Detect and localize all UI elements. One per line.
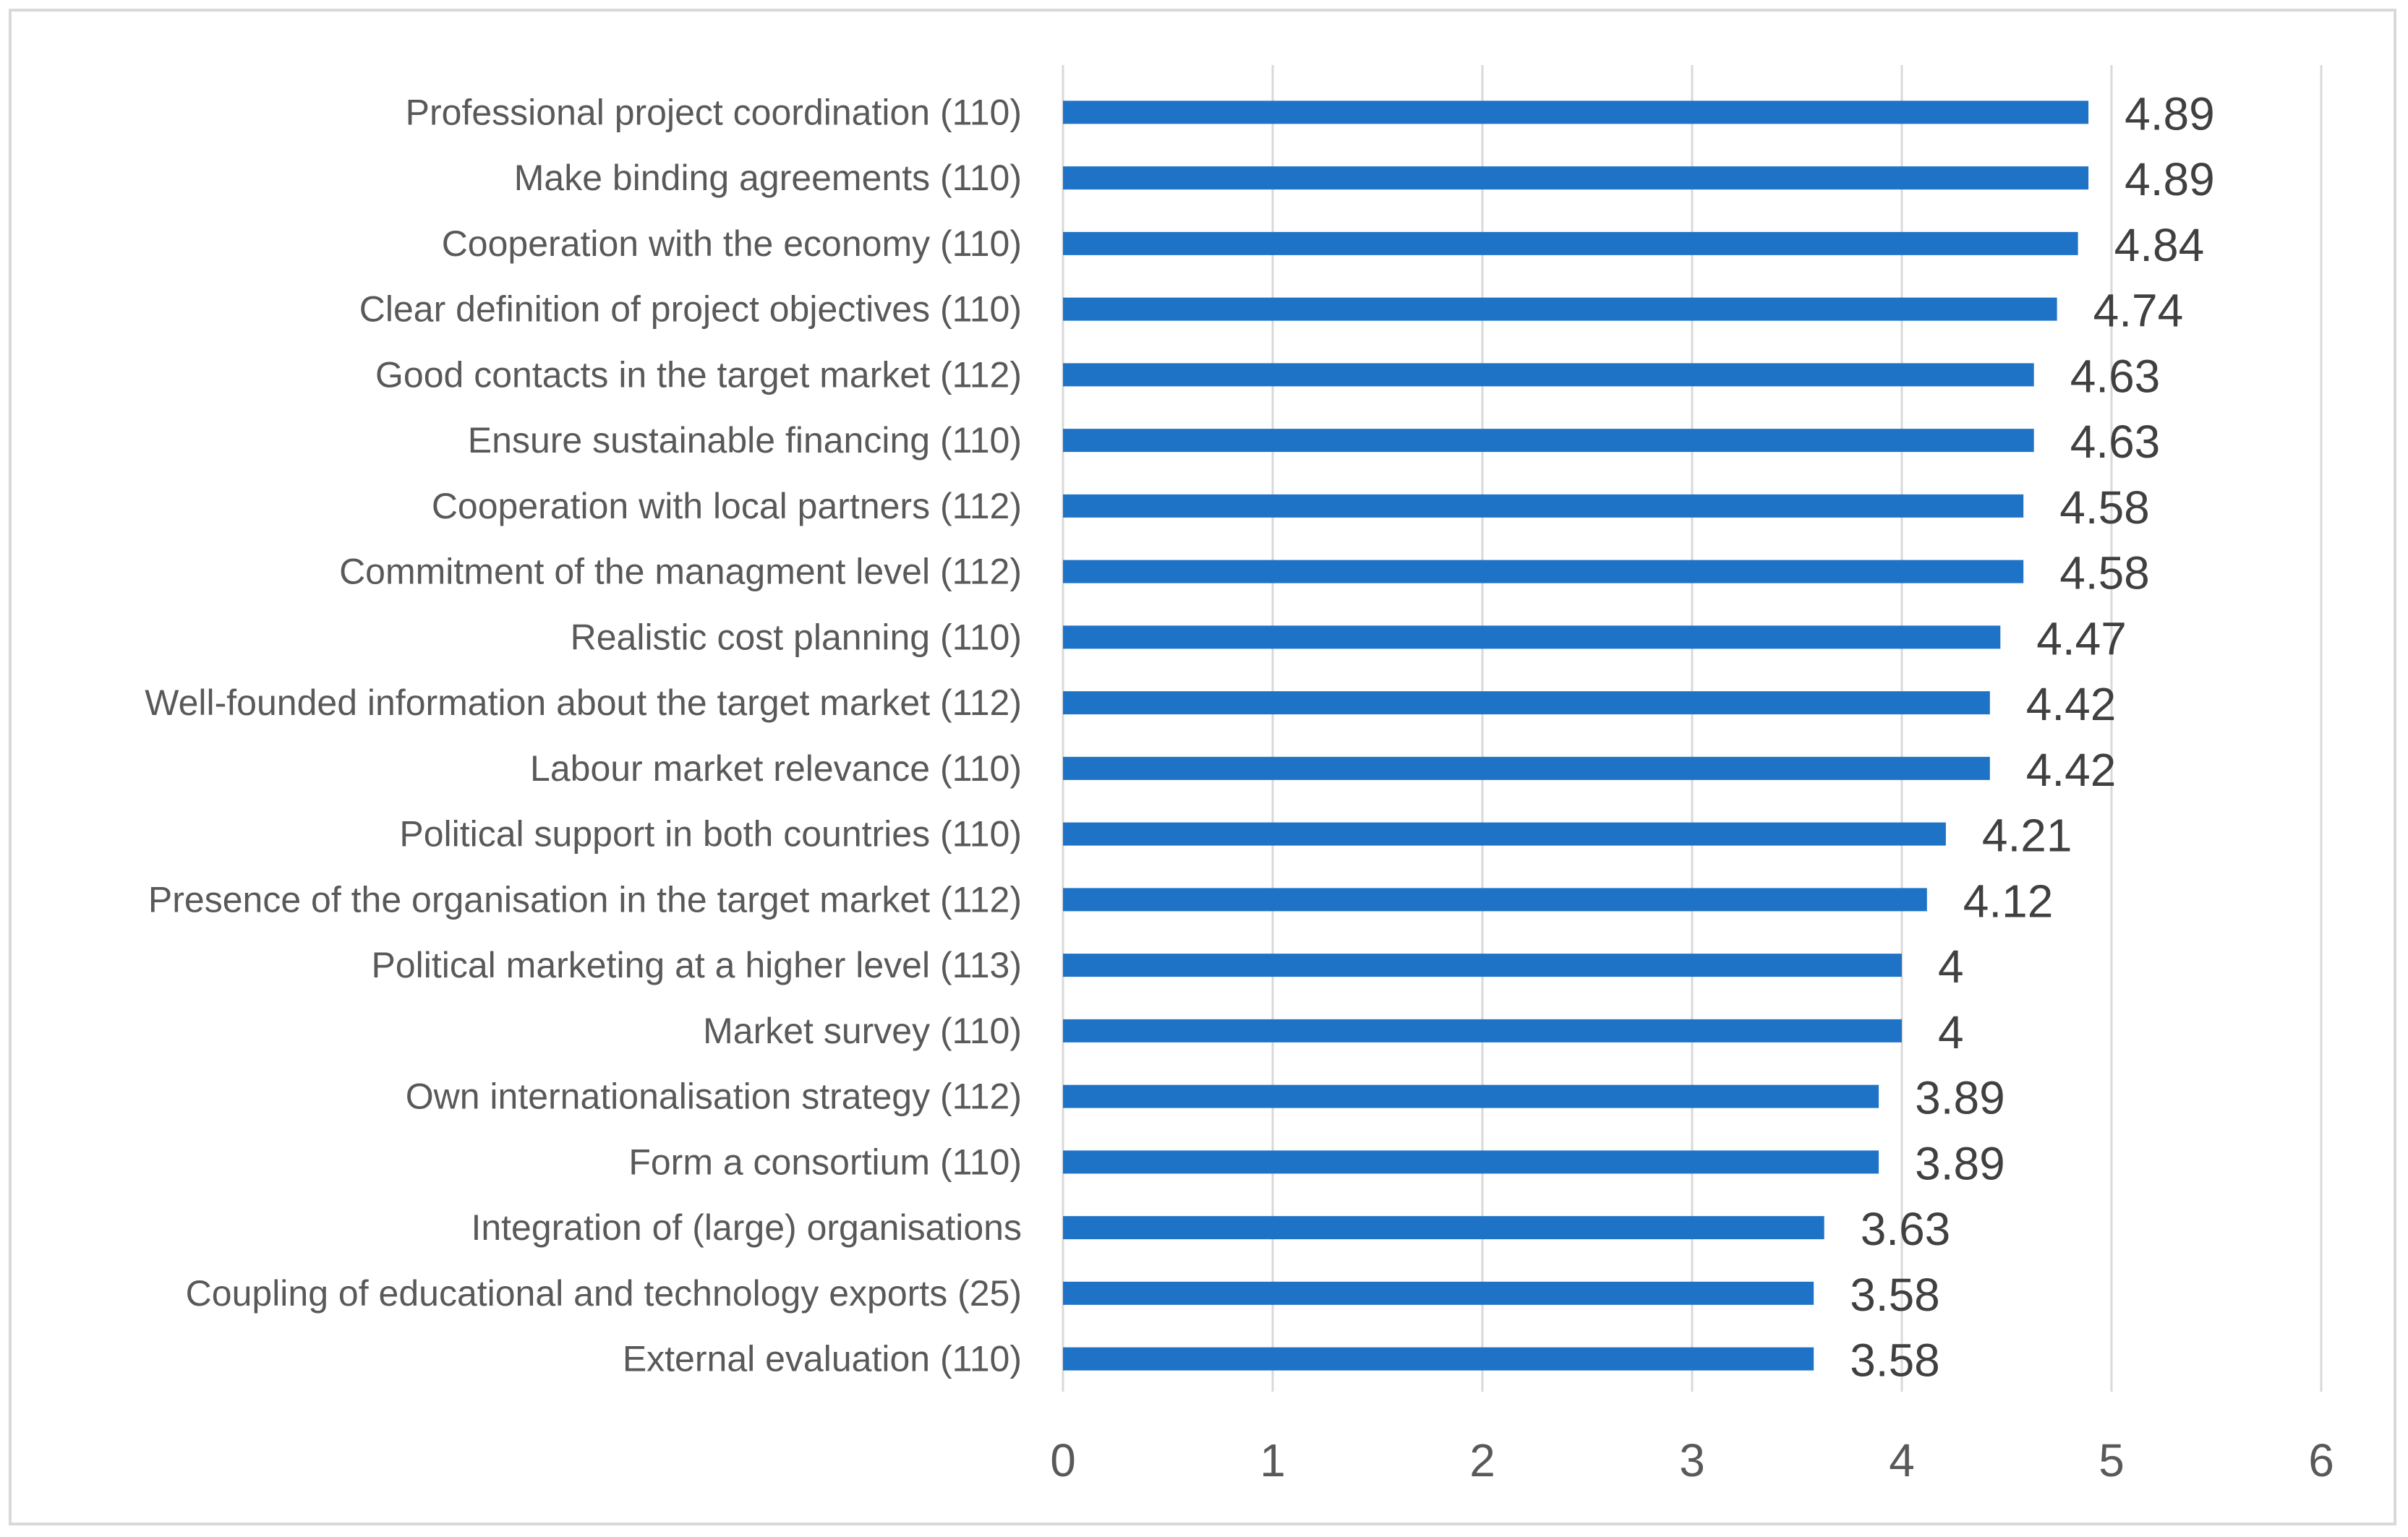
bar xyxy=(1063,231,2078,255)
bar xyxy=(1063,888,1927,912)
category-label: Professional project coordination (110) xyxy=(406,92,1022,132)
bar xyxy=(1063,1084,1879,1108)
bar xyxy=(1063,822,1946,846)
x-tick-label: 4 xyxy=(1889,1434,1915,1486)
x-tick-label: 5 xyxy=(2099,1434,2125,1486)
category-label: Coupling of educational and technology e… xyxy=(186,1273,1022,1314)
category-label: Integration of (large) organisations xyxy=(471,1207,1022,1248)
value-label: 4.89 xyxy=(2125,87,2215,140)
x-tick-label: 1 xyxy=(1260,1434,1286,1486)
x-tick-label: 2 xyxy=(1469,1434,1495,1486)
value-label: 3.58 xyxy=(1850,1269,1940,1321)
value-label: 4.58 xyxy=(2059,481,2150,534)
x-tick-label: 0 xyxy=(1050,1434,1076,1486)
value-label: 4 xyxy=(1938,941,1964,993)
value-label: 4.58 xyxy=(2059,547,2150,599)
category-label: Cooperation with local partners (112) xyxy=(432,486,1022,526)
bar xyxy=(1063,625,2001,649)
value-label: 4.63 xyxy=(2070,416,2161,468)
bar xyxy=(1063,1216,1824,1240)
category-label: Well-founded information about the targe… xyxy=(145,682,1022,723)
value-label: 3.63 xyxy=(1861,1203,1951,1255)
value-label: 4.63 xyxy=(2070,350,2161,402)
category-label: External evaluation (110) xyxy=(623,1339,1022,1379)
x-tick-label: 6 xyxy=(2308,1434,2334,1486)
x-axis-ticks: 0 1 2 3 4 5 6 xyxy=(1050,1434,2334,1486)
category-label: Commitment of the managment level (112) xyxy=(339,552,1022,592)
bar xyxy=(1063,429,2034,453)
value-label: 4.47 xyxy=(2036,612,2127,664)
category-label: Cooperation with the economy (110) xyxy=(442,223,1022,264)
bar xyxy=(1063,756,1990,780)
category-label: Political support in both countries (110… xyxy=(399,814,1022,855)
bar xyxy=(1063,1281,1814,1305)
bar xyxy=(1063,166,2089,190)
bar xyxy=(1063,691,1990,715)
category-label: Labour market relevance (110) xyxy=(530,748,1022,789)
category-label: Good contacts in the target market (112) xyxy=(375,354,1022,395)
category-label: Form a consortium (110) xyxy=(628,1142,1022,1182)
bar xyxy=(1063,100,2089,124)
bars xyxy=(1063,100,2089,1371)
value-labels: 4.89 4.89 4.84 4.74 4.63 4.63 4.58 4.58 4.47 4.42… xyxy=(1850,87,2214,1386)
value-label: 3.58 xyxy=(1850,1335,1940,1387)
value-label: 3.89 xyxy=(1915,1137,2005,1189)
category-labels: Professional project coordination (110) M… xyxy=(145,92,1022,1379)
bar xyxy=(1063,297,2057,321)
category-label: Own internationalisation strategy (112) xyxy=(406,1076,1022,1117)
value-label: 4.21 xyxy=(1982,810,2072,862)
value-label: 4.12 xyxy=(1963,875,2054,927)
category-label: Political marketing at a higher level (1… xyxy=(371,945,1022,985)
value-label: 4.89 xyxy=(2125,153,2215,205)
bar xyxy=(1063,1019,1902,1042)
value-label: 4.42 xyxy=(2026,744,2117,796)
value-label: 4.42 xyxy=(2026,678,2117,730)
value-label: 4.84 xyxy=(2114,219,2205,271)
value-label: 4 xyxy=(1938,1006,1964,1058)
bar xyxy=(1063,954,1902,977)
category-label: Clear definition of project objectives (… xyxy=(359,289,1022,330)
bar xyxy=(1063,1347,1814,1371)
category-label: Market survey (110) xyxy=(703,1011,1022,1051)
category-label: Presence of the organisation in the targ… xyxy=(148,879,1022,920)
category-label: Make binding agreements (110) xyxy=(514,158,1022,198)
bar xyxy=(1063,560,2024,583)
bar xyxy=(1063,494,2024,518)
category-label: Realistic cost planning (110) xyxy=(571,617,1022,657)
category-label: Ensure sustainable financing (110) xyxy=(468,420,1022,461)
x-tick-label: 3 xyxy=(1679,1434,1705,1486)
bar xyxy=(1063,363,2034,387)
bar xyxy=(1063,1150,1879,1174)
value-label: 3.89 xyxy=(1915,1072,2005,1124)
value-label: 4.74 xyxy=(2093,285,2184,337)
